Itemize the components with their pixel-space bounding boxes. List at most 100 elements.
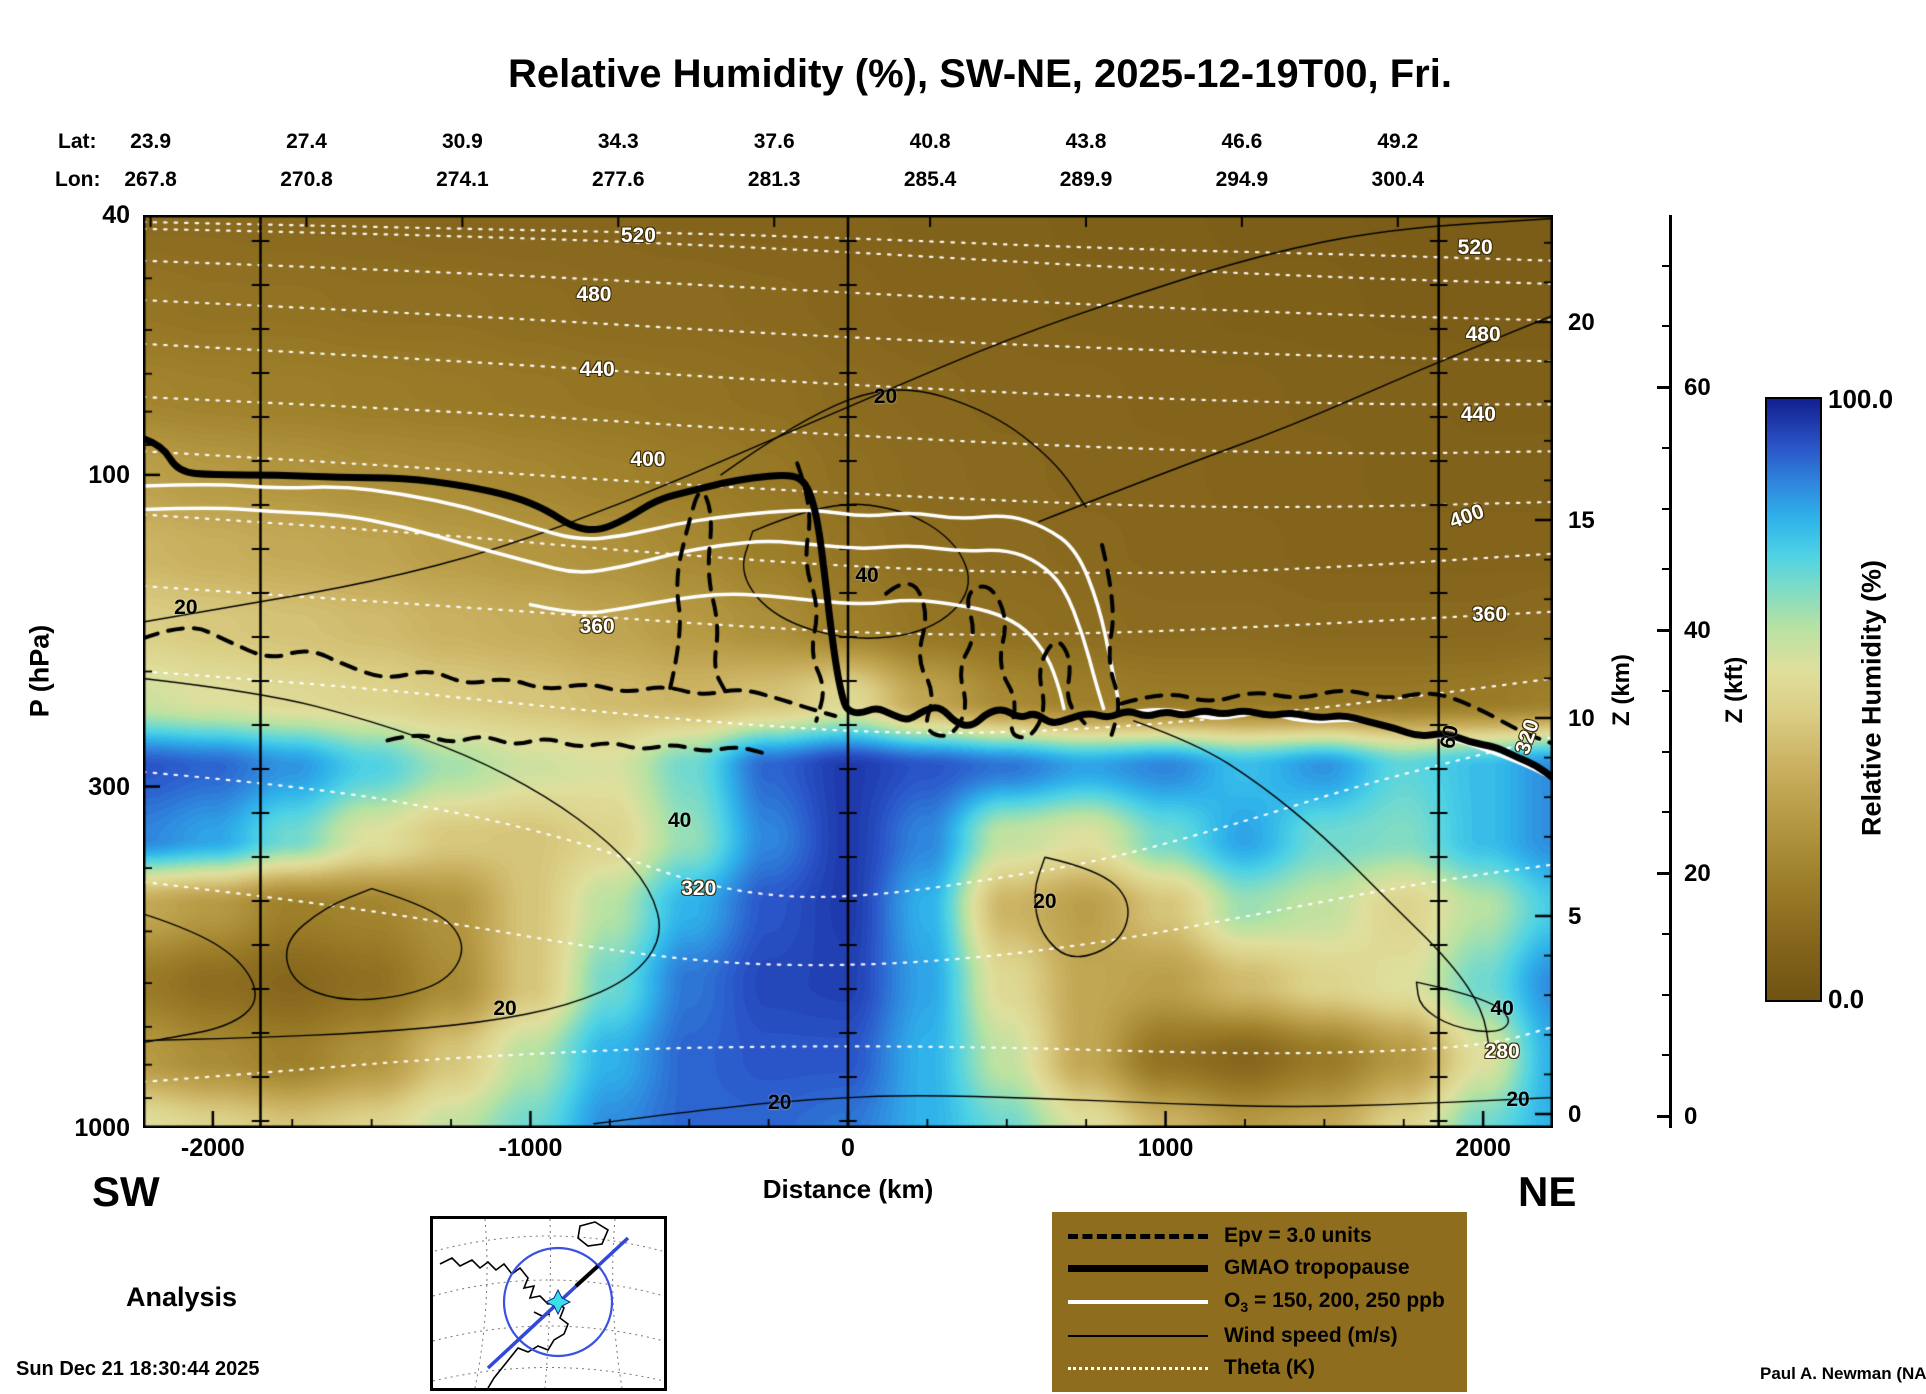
z-kft-axis-line — [1669, 215, 1672, 1128]
corner-label-sw: SW — [92, 1168, 160, 1215]
z-km-tick-label: 0 — [1568, 1101, 1582, 1128]
lon-tick-label: 294.9 — [1215, 168, 1269, 191]
z-kft-tick-label: 40 — [1684, 617, 1711, 644]
map-center-star-icon — [544, 1288, 572, 1316]
z-kft-minor-tick — [1662, 689, 1669, 692]
lat-tick-label: 27.4 — [286, 130, 327, 153]
wind-contour-label: 20 — [1033, 889, 1057, 913]
z-km-tick-label: 20 — [1568, 309, 1595, 336]
wind-contour-label: 40 — [855, 564, 879, 588]
z-kft-axis-label: Z (kft) — [1721, 656, 1748, 724]
legend-item-wind: Wind speed (m/s) — [1068, 1324, 1451, 1348]
lat-row-prefix: Lat: — [58, 130, 97, 153]
z-kft-tick — [1657, 385, 1669, 389]
z-km-tick-label: 15 — [1568, 507, 1595, 534]
z-kft-minor-tick — [1662, 750, 1669, 753]
lat-tick-label: 49.2 — [1377, 130, 1419, 153]
wind-contour-label: 40 — [1490, 997, 1514, 1021]
lon-tick-label: 270.8 — [280, 168, 333, 191]
z-kft-tick — [1657, 628, 1669, 632]
z-kft-tick — [1657, 1114, 1669, 1118]
distance-tick-label: 1000 — [1137, 1134, 1194, 1162]
theta-contour-label: 320 — [681, 876, 717, 900]
z-kft-minor-tick — [1662, 811, 1669, 814]
map-range-circle — [502, 1246, 614, 1358]
legend-line-o3 — [1068, 1300, 1208, 1304]
z-kft-minor-tick — [1662, 1054, 1669, 1057]
lon-tick-label: 274.1 — [436, 168, 489, 191]
footer-timestamp: Sun Dec 21 18:30:44 2025 — [16, 1358, 260, 1380]
pressure-tick-label: 40 — [102, 201, 130, 229]
figure-title: Relative Humidity (%), SW-NE, 2025-12-19… — [508, 52, 1452, 96]
lat-tick-label: 23.9 — [130, 130, 172, 153]
legend: Epv = 3.0 units GMAO tropopause O3 = 150, … — [1052, 1212, 1467, 1392]
legend-line-wind — [1068, 1334, 1208, 1337]
z-kft-minor-tick — [1662, 507, 1669, 510]
z-km-axis-label: Z (km) — [1608, 654, 1635, 726]
theta-contour-label: 360 — [1471, 603, 1508, 627]
lon-tick-label: 285.4 — [903, 168, 957, 191]
z-kft-minor-tick — [1662, 932, 1669, 935]
analysis-label: Analysis — [126, 1282, 238, 1312]
legend-line-theta — [1068, 1366, 1208, 1370]
legend-label: Theta (K) — [1224, 1356, 1315, 1379]
theta-contour-label: 360 — [579, 615, 615, 639]
distance-tick-label: 2000 — [1455, 1134, 1511, 1162]
legend-line-trop — [1068, 1264, 1208, 1272]
legend-label: Wind speed (m/s) — [1224, 1323, 1398, 1347]
legend-item-trop: GMAO tropopause — [1068, 1256, 1451, 1280]
legend-item-theta: Theta (K) — [1068, 1356, 1451, 1380]
z-kft-tick-label: 20 — [1684, 860, 1711, 887]
wind-contour-label: 20 — [768, 1090, 792, 1114]
pressure-tick-label: 1000 — [74, 1114, 130, 1142]
colorbar-title: Relative Humidity (%) — [1856, 559, 1887, 837]
legend-label: O3 = 150, 200, 250 ppb — [1224, 1288, 1445, 1316]
lon-row-prefix: Lon: — [55, 168, 101, 191]
colorbar — [1765, 397, 1822, 1002]
z-kft-minor-tick — [1662, 993, 1669, 996]
legend-label: Epv = 3.0 units — [1224, 1224, 1372, 1247]
lat-tick-label: 40.8 — [909, 130, 951, 153]
lon-tick-label: 267.8 — [124, 168, 177, 191]
legend-item-o3: O3 = 150, 200, 250 ppb — [1068, 1289, 1451, 1315]
distance-tick-label: 0 — [841, 1134, 855, 1162]
pressure-tick-label: 100 — [88, 460, 130, 489]
lon-tick-label: 281.3 — [747, 168, 801, 191]
wind-contour-label: 20 — [1506, 1087, 1530, 1111]
z-kft-tick — [1657, 871, 1669, 875]
pressure-tick-label: 300 — [88, 772, 130, 801]
rh-cross-section-canvas — [143, 215, 1553, 1128]
wind-contour-label: 20 — [493, 997, 517, 1021]
lat-tick-label: 30.9 — [441, 130, 483, 153]
lon-tick-label: 277.6 — [592, 168, 645, 191]
theta-contour-label: 400 — [630, 448, 666, 472]
map-inset — [430, 1216, 667, 1391]
theta-contour-label: 520 — [1457, 236, 1493, 260]
z-kft-tick-label: 0 — [1684, 1103, 1698, 1130]
lat-tick-label: 37.6 — [753, 130, 795, 153]
colorbar-max-label: 100.0 — [1828, 384, 1894, 414]
lat-tick-label: 46.6 — [1221, 130, 1263, 153]
legend-label: GMAO tropopause — [1224, 1256, 1410, 1280]
theta-contour-label: 440 — [579, 357, 615, 381]
footer-credit: Paul A. Newman (NASA — [1760, 1364, 1926, 1383]
theta-contour-label: 480 — [1465, 322, 1501, 346]
distance-tick-label: -2000 — [180, 1134, 245, 1162]
lat-tick-label: 34.3 — [597, 130, 639, 153]
colorbar-min-label: 0.0 — [1828, 984, 1865, 1014]
theta-contour-label: 520 — [620, 223, 656, 247]
wind-contour-label: 20 — [174, 596, 198, 620]
corner-label-ne: NE — [1518, 1168, 1577, 1215]
distance-tick-label: -1000 — [498, 1134, 563, 1162]
z-kft-tick-label: 60 — [1684, 374, 1711, 401]
lon-tick-label: 289.9 — [1059, 168, 1113, 191]
z-kft-minor-tick — [1662, 264, 1669, 267]
distance-axis-label: Distance (km) — [762, 1174, 934, 1204]
wind-contour-label: 40 — [668, 809, 692, 833]
wind-contour-label: 20 — [873, 385, 898, 409]
legend-line-epv — [1068, 1233, 1208, 1239]
map-track-highlight — [574, 1264, 600, 1288]
legend-item-epv: Epv = 3.0 units — [1068, 1224, 1451, 1248]
theta-contour-label: 440 — [1460, 403, 1496, 427]
